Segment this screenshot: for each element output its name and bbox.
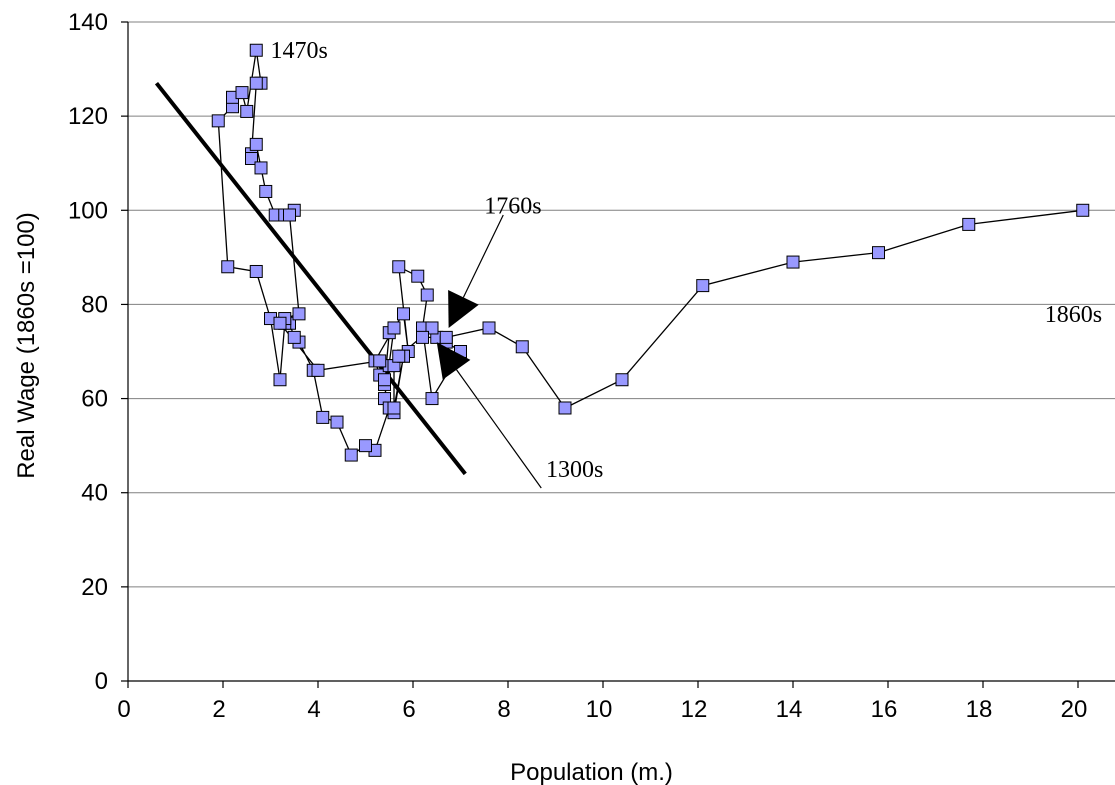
data-point (273, 316, 287, 330)
data-point (786, 255, 800, 269)
data-point (411, 269, 425, 283)
x-tick-label: 8 (497, 696, 510, 723)
data-point (378, 373, 391, 387)
data-point (615, 373, 629, 387)
y-tick-label: 20 (81, 574, 108, 601)
arrowhead-1300s (436, 342, 471, 380)
series-markers (211, 43, 1090, 462)
data-point (1076, 203, 1090, 217)
x-tick-label: 14 (776, 696, 803, 723)
y-tick-label: 40 (81, 480, 108, 507)
annotations: 1470s 1760s 1860s 1300s (271, 38, 1103, 483)
y-tick-label: 0 (95, 668, 108, 695)
data-point (515, 340, 529, 354)
data-point (397, 307, 410, 321)
data-point (292, 307, 306, 321)
axes (121, 21, 1115, 688)
data-point (249, 76, 263, 90)
y-tick-label: 100 (68, 197, 108, 224)
data-point (416, 330, 429, 344)
trend-line-group (154, 81, 467, 476)
x-tick-label: 0 (117, 696, 130, 723)
data-point (311, 363, 325, 377)
data-point (287, 330, 301, 344)
arrowhead-1760s (448, 289, 479, 328)
data-point (344, 448, 358, 462)
series-line (217, 50, 1083, 457)
data-point (254, 161, 268, 175)
x-tick-label: 10 (586, 696, 613, 723)
data-point (330, 415, 344, 429)
data-point (221, 260, 235, 274)
data-point (373, 354, 387, 368)
y-tick-label: 140 (68, 9, 108, 36)
gridlines (128, 21, 1115, 588)
annotation-pointers (436, 214, 542, 489)
y-tick-label: 60 (81, 386, 108, 413)
data-point (211, 114, 225, 128)
series-line-group (217, 50, 1083, 457)
annotation-label: 1470s (271, 38, 328, 64)
tick-labels: 0 20 40 60 80 100 120 140 0 2 4 6 8 10 12 14 16 18 20 (68, 9, 1087, 723)
x-tick-label: 6 (402, 696, 415, 723)
data-point (249, 137, 263, 151)
data-point (392, 260, 406, 274)
data-point (273, 373, 287, 387)
data-point (249, 43, 263, 57)
data-point (482, 321, 496, 335)
y-tick-label: 120 (68, 103, 108, 130)
data-point (872, 246, 885, 260)
data-point (558, 401, 572, 415)
data-point (392, 349, 406, 363)
x-tick-label: 2 (212, 696, 225, 723)
x-tick-label: 4 (307, 696, 320, 723)
data-point (316, 410, 330, 424)
data-point (439, 330, 453, 344)
x-tick-label: 12 (681, 696, 708, 723)
data-point (259, 184, 273, 198)
data-point (359, 439, 372, 453)
data-point (387, 321, 401, 335)
annotation-label: 1300s (546, 457, 603, 483)
annotation-label: 1860s (1045, 302, 1102, 328)
pointer-line-1300s (456, 369, 542, 489)
x-axis-title: Population (m.) (510, 759, 673, 785)
x-tick-label: 16 (871, 696, 898, 723)
data-point (387, 401, 401, 415)
data-point (249, 264, 263, 278)
data-point (696, 279, 710, 293)
data-point (240, 104, 254, 118)
y-tick-label: 80 (81, 291, 108, 318)
data-point (235, 86, 249, 100)
data-point (420, 288, 434, 302)
pointer-line-1760s (462, 214, 504, 298)
data-point (962, 217, 976, 231)
trend-line (154, 81, 467, 476)
annotation-label: 1760s (484, 194, 541, 220)
data-point (283, 208, 296, 222)
y-axis-title: Real Wage (1860s =100) (13, 212, 40, 479)
x-tick-label: 20 (1061, 696, 1088, 723)
data-point (425, 392, 439, 406)
x-tick-label: 18 (966, 696, 993, 723)
